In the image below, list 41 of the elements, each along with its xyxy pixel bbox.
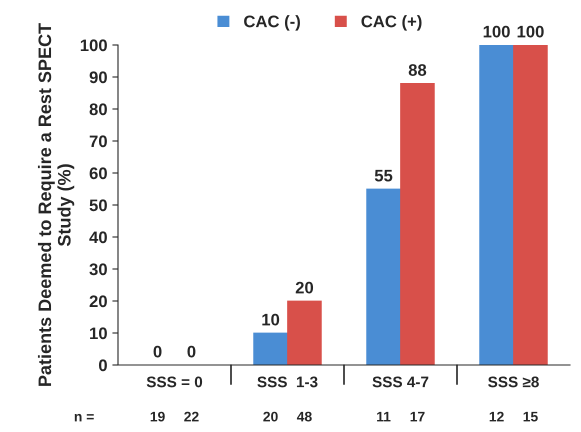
y-tick-label: 10 bbox=[90, 327, 107, 340]
y-tick-label: 50 bbox=[90, 199, 107, 212]
legend-label: CAC (+) bbox=[361, 15, 422, 31]
y-tick-label: 70 bbox=[90, 135, 107, 148]
text: 15 bbox=[524, 412, 538, 422]
text: 22 bbox=[184, 412, 199, 422]
data-label: 88 bbox=[408, 64, 426, 76]
text: 48 bbox=[296, 412, 312, 422]
data-label: 10 bbox=[262, 314, 280, 326]
data-label: 20 bbox=[296, 282, 314, 294]
y-tick-label: 100 bbox=[80, 39, 107, 52]
data-label: 100 bbox=[484, 26, 510, 38]
data-label: 0 bbox=[154, 346, 162, 358]
bar bbox=[253, 332, 288, 365]
text: 20 bbox=[263, 412, 278, 422]
data-label: 0 bbox=[187, 346, 196, 358]
bar bbox=[513, 45, 548, 365]
y-tick-label: 40 bbox=[89, 231, 107, 244]
y-tick-label: 80 bbox=[90, 103, 107, 116]
text: 19 bbox=[150, 412, 165, 422]
y-tick-label: 60 bbox=[90, 167, 107, 180]
bar bbox=[400, 83, 435, 365]
bar bbox=[366, 188, 401, 365]
y-tick-label: 30 bbox=[89, 263, 107, 276]
text: 12 bbox=[490, 412, 504, 422]
x-tick-label: SSS 4-7 bbox=[372, 376, 428, 388]
text: n = bbox=[74, 414, 94, 422]
text: 17 bbox=[410, 412, 425, 422]
x-tick-label: SSS 1-3 bbox=[257, 376, 318, 388]
y-tick-label: 0 bbox=[98, 359, 107, 372]
y-axis-title: Patients Deemed to Require a Rest SPECT Study (%) bbox=[38, 23, 74, 386]
data-label: 55 bbox=[374, 170, 392, 182]
text: 11 bbox=[377, 412, 391, 422]
y-tick-label: 90 bbox=[90, 71, 107, 84]
data-label: 100 bbox=[518, 26, 544, 38]
bar bbox=[287, 300, 322, 365]
y-tick-label: 20 bbox=[90, 295, 107, 308]
x-tick-label: SSS ≥8 bbox=[488, 376, 539, 388]
legend-label: CAC (-) bbox=[244, 15, 300, 31]
bar bbox=[479, 45, 514, 365]
x-tick-label: SSS = 0 bbox=[146, 376, 202, 388]
